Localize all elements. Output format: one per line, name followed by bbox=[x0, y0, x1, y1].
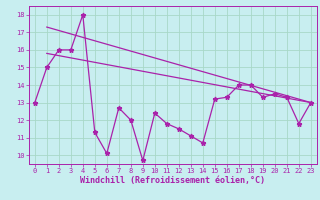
X-axis label: Windchill (Refroidissement éolien,°C): Windchill (Refroidissement éolien,°C) bbox=[80, 176, 265, 185]
